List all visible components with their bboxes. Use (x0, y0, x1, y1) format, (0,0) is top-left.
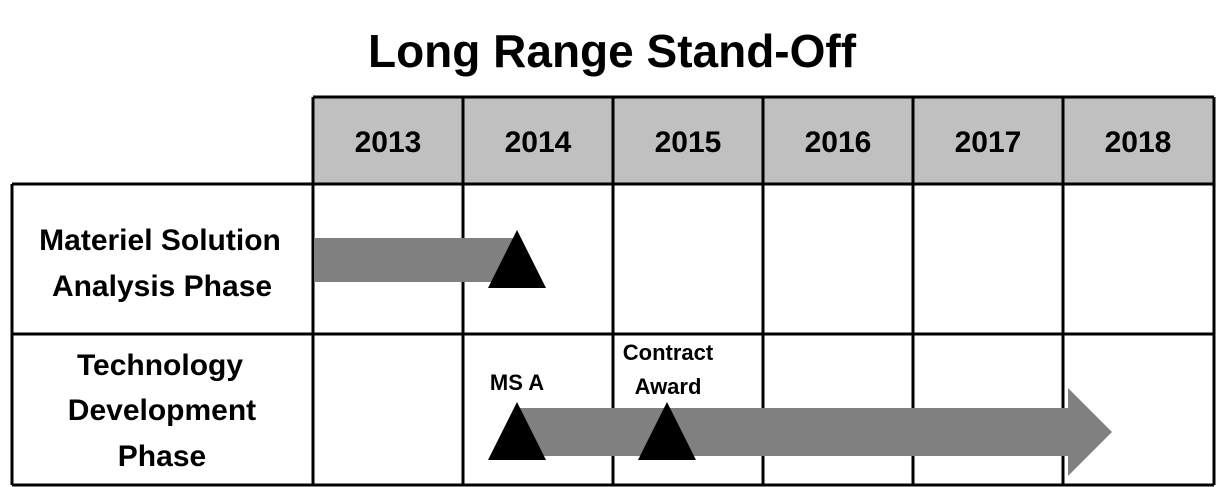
diagram-title: Long Range Stand-Off (367, 25, 857, 77)
contract-award-label-line1: Contract (623, 340, 714, 365)
phase-label-td-line2: Development (68, 394, 256, 427)
contract-award-triangle (638, 402, 696, 460)
msa-phase-bar (315, 238, 515, 282)
year-label-2015: 2015 (655, 126, 722, 159)
year-label-2018: 2018 (1105, 126, 1172, 159)
td-phase-arrow (518, 388, 1112, 476)
phase-label-msa-line1: Materiel Solution (39, 224, 281, 257)
contract-award-label-line2: Award (635, 374, 702, 399)
ms-a-triangle (488, 402, 546, 460)
year-label-2013: 2013 (355, 126, 422, 159)
year-label-2016: 2016 (805, 126, 872, 159)
phase-label-td-line1: Technology (77, 349, 243, 382)
phase-label-td-line3: Phase (118, 440, 206, 473)
ms-a-label: MS A (490, 370, 544, 395)
year-label-2017: 2017 (955, 126, 1022, 159)
msa-milestone-triangle (488, 230, 546, 288)
year-label-2014: 2014 (505, 126, 572, 159)
phase-label-msa-line2: Analysis Phase (52, 270, 272, 303)
